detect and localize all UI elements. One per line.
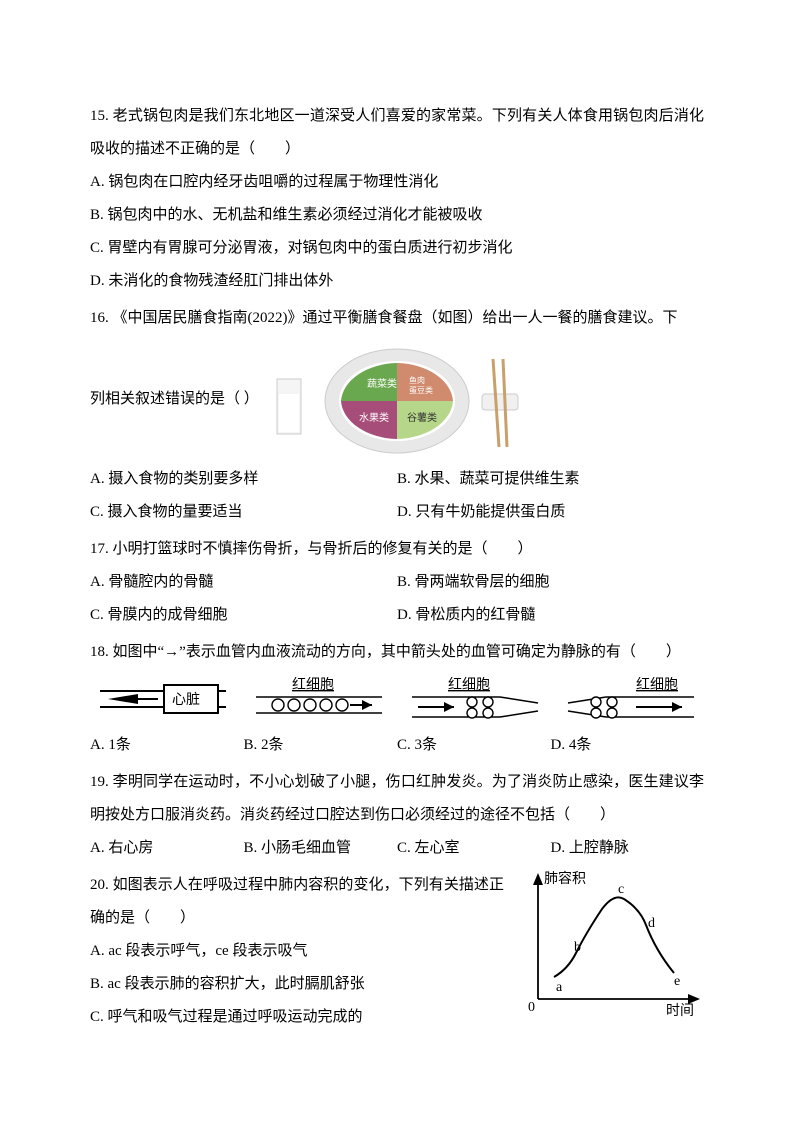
q19-option-a[interactable]: A. 右心房 <box>90 832 244 865</box>
q18-option-b[interactable]: B. 2条 <box>244 729 398 762</box>
q19-option-b[interactable]: B. 小肠毛细血管 <box>244 832 398 865</box>
rbc-label-4: 红细胞 <box>636 677 678 693</box>
q17-option-c[interactable]: C. 骨膜内的成骨细胞 <box>90 599 397 632</box>
plate-veg-label: 蔬菜类 <box>367 377 397 390</box>
q15-text: 老式锅包肉是我们东北地区一道深受人们喜爱的家常菜。下列有关人体食用锅包肉后消化吸… <box>90 108 704 157</box>
q16-stem-line1: 16. 《中国居民膳食指南(2022)》通过平衡膳食餐盘（如图）给出一人一餐的膳… <box>90 302 704 335</box>
heart-label: 心脏 <box>172 692 200 708</box>
q16-option-b[interactable]: B. 水果、蔬菜可提供维生素 <box>397 463 704 496</box>
plate-grain-label: 谷薯类 <box>407 411 437 424</box>
q16-option-a[interactable]: A. 摄入食物的类别要多样 <box>90 463 397 496</box>
q18-options: A. 1条 B. 2条 C. 3条 D. 4条 <box>90 729 704 762</box>
vessel-diagram-2: 红细胞 <box>246 677 392 721</box>
q20-number: 20. <box>90 877 109 893</box>
q19-text: 李明同学在运动时，不小心划破了小腿，伤口红肿发炎。为了消炎防止感染，医生建议李明… <box>90 774 704 823</box>
question-15: 15. 老式锅包肉是我们东北地区一道深受人们喜爱的家常菜。下列有关人体食用锅包肉… <box>90 100 704 298</box>
q20-option-b[interactable]: B. ac 段表示肺的容积扩大，此时膈肌舒张 <box>90 968 504 1001</box>
q18-option-a[interactable]: A. 1条 <box>90 729 244 762</box>
question-16: 16. 《中国居民膳食指南(2022)》通过平衡膳食餐盘（如图）给出一人一餐的膳… <box>90 302 704 529</box>
q17-number: 17. <box>90 541 109 557</box>
q19-option-d[interactable]: D. 上腔静脉 <box>551 832 705 865</box>
q20-option-c[interactable]: C. 呼气和吸气过程是通过呼吸运动完成的 <box>90 1001 504 1034</box>
q15-option-b[interactable]: B. 锅包肉中的水、无机盐和维生素必须经过消化才能被吸收 <box>90 199 704 232</box>
q19-stem: 19. 李明同学在运动时，不小心划破了小腿，伤口红肿发炎。为了消炎防止感染，医生… <box>90 766 704 832</box>
q18-stem: 18. 如图中“→”表示血管内血液流动的方向，其中箭头处的血管可确定为静脉的有（… <box>90 636 704 669</box>
q15-stem: 15. 老式锅包肉是我们东北地区一道深受人们喜爱的家常菜。下列有关人体食用锅包肉… <box>90 100 704 166</box>
point-c: c <box>618 882 624 897</box>
q17-option-a[interactable]: A. 骨髓腔内的骨髓 <box>90 566 397 599</box>
q19-options: A. 右心房 B. 小肠毛细血管 C. 左心室 D. 上腔静脉 <box>90 832 704 865</box>
lung-volume-graph: 肺容积 时间 0 a b c d e <box>514 869 704 1019</box>
point-d: d <box>648 916 655 931</box>
q16-image-row: 列相关叙述错误的是（ ） 蔬菜类 鱼肉 蛋豆类 水果类 谷薯类 <box>90 339 704 459</box>
q18-number: 18. <box>90 644 109 660</box>
q19-number: 19. <box>90 774 109 790</box>
plate-meat-label: 鱼肉 <box>409 375 425 385</box>
vessel-diagram-4: 红细胞 <box>558 677 704 721</box>
q20-stem: 20. 如图表示人在呼吸过程中肺内容积的变化，下列有关描述正确的是（ ） <box>90 869 504 935</box>
q20-text: 如图表示人在呼吸过程中肺内容积的变化，下列有关描述正确的是（ ） <box>90 877 504 926</box>
q17-stem: 17. 小明打篮球时不慎摔伤骨折，与骨折后的修复有关的是（ ） <box>90 533 704 566</box>
xlabel: 时间 <box>666 1003 694 1019</box>
plate-fruit-label: 水果类 <box>359 411 389 424</box>
q15-option-d[interactable]: D. 未消化的食物残渣经肛门排出体外 <box>90 265 704 298</box>
svg-text:蛋豆类: 蛋豆类 <box>409 385 433 395</box>
q20-option-a[interactable]: A. ac 段表示呼气，ce 段表示吸气 <box>90 935 504 968</box>
q16-option-d[interactable]: D. 只有牛奶能提供蛋白质 <box>397 496 704 529</box>
q16-text-part2: 列相关叙述错误的是（ ） <box>90 383 259 416</box>
question-18: 18. 如图中“→”表示血管内血液流动的方向，其中箭头处的血管可确定为静脉的有（… <box>90 636 704 762</box>
rbc-label-2: 红细胞 <box>292 677 334 693</box>
vessel-diagram-3: 红细胞 <box>402 677 548 721</box>
q17-option-b[interactable]: B. 骨两端软骨层的细胞 <box>397 566 704 599</box>
q16-number: 16. <box>90 310 109 326</box>
q18-option-c[interactable]: C. 3条 <box>397 729 551 762</box>
point-e: e <box>674 974 680 989</box>
q15-number: 15. <box>90 108 109 124</box>
q18-option-d[interactable]: D. 4条 <box>551 729 705 762</box>
vessel-diagram-1: 心脏 <box>90 677 236 721</box>
q16-text-part1: 《中国居民膳食指南(2022)》通过平衡膳食餐盘（如图）给出一人一餐的膳食建议。… <box>113 310 678 326</box>
q18-text: 如图中“→”表示血管内血液流动的方向，其中箭头处的血管可确定为静脉的有（ ） <box>113 644 681 660</box>
q17-text: 小明打篮球时不慎摔伤骨折，与骨折后的修复有关的是（ ） <box>113 541 533 557</box>
q17-options: A. 骨髓腔内的骨髓 B. 骨两端软骨层的细胞 C. 骨膜内的成骨细胞 D. 骨… <box>90 566 704 632</box>
point-b: b <box>574 940 581 955</box>
balanced-plate-diagram: 蔬菜类 鱼肉 蛋豆类 水果类 谷薯类 <box>267 339 547 459</box>
question-19: 19. 李明同学在运动时，不小心划破了小腿，伤口红肿发炎。为了消炎防止感染，医生… <box>90 766 704 865</box>
question-20: 20. 如图表示人在呼吸过程中肺内容积的变化，下列有关描述正确的是（ ） A. … <box>90 869 704 1034</box>
blood-vessel-diagrams: 心脏 红细胞 红细胞 <box>90 677 704 721</box>
q19-option-c[interactable]: C. 左心室 <box>397 832 551 865</box>
question-17: 17. 小明打篮球时不慎摔伤骨折，与骨折后的修复有关的是（ ） A. 骨髓腔内的… <box>90 533 704 632</box>
q17-option-d[interactable]: D. 骨松质内的红骨髓 <box>397 599 704 632</box>
rbc-label-3: 红细胞 <box>448 677 490 693</box>
q16-option-c[interactable]: C. 摄入食物的量要适当 <box>90 496 397 529</box>
q16-options: A. 摄入食物的类别要多样 B. 水果、蔬菜可提供维生素 C. 摄入食物的量要适… <box>90 463 704 529</box>
q15-option-a[interactable]: A. 锅包肉在口腔内经牙齿咀嚼的过程属于物理性消化 <box>90 166 704 199</box>
q15-option-c[interactable]: C. 胃壁内有胃腺可分泌胃液，对锅包肉中的蛋白质进行初步消化 <box>90 232 704 265</box>
ylabel: 肺容积 <box>544 870 586 887</box>
point-a: a <box>556 980 563 995</box>
svg-text:0: 0 <box>528 1000 535 1015</box>
